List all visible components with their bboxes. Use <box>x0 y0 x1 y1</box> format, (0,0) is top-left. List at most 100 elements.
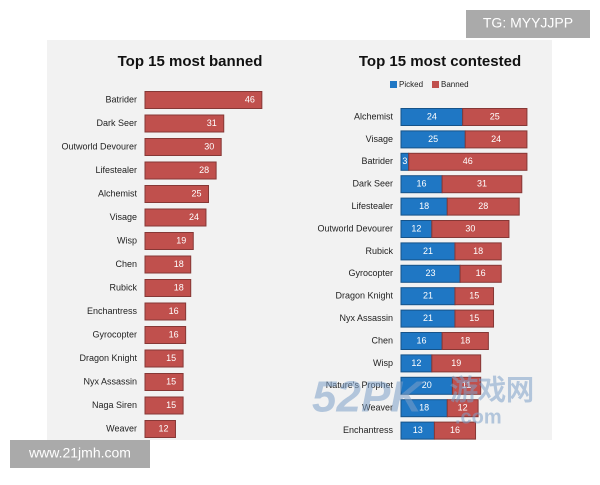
legend-swatch <box>432 81 439 88</box>
bar <box>144 208 207 227</box>
data-label: 31 <box>207 118 217 128</box>
category-label: Nyx Assassin <box>83 376 137 386</box>
data-label: 16 <box>169 329 179 339</box>
data-label: 20 <box>422 380 432 390</box>
category-label: Dragon Knight <box>335 291 393 301</box>
category-label: Outworld Devourer <box>61 141 137 151</box>
category-label: Alchemist <box>354 111 394 121</box>
category-label: Outworld Devourer <box>317 223 393 233</box>
bar-segment <box>408 152 528 171</box>
category-label: Wisp <box>117 235 137 245</box>
bar-segment <box>451 376 482 395</box>
data-label: 18 <box>174 259 184 269</box>
category-label: Batrider <box>105 94 137 104</box>
data-label: 18 <box>174 282 184 292</box>
bar-segment <box>454 242 502 261</box>
bar-segment <box>454 309 495 328</box>
data-label: 18 <box>460 335 470 345</box>
category-label: Lifestealer <box>351 201 393 211</box>
data-label: 24 <box>491 134 501 144</box>
data-label: 19 <box>176 235 186 245</box>
bar <box>144 420 176 438</box>
bar-segment <box>459 264 502 283</box>
category-label: Chen <box>371 335 393 345</box>
data-label: 25 <box>191 188 201 198</box>
data-label: 12 <box>411 223 421 233</box>
data-label: 30 <box>465 223 475 233</box>
data-label: 16 <box>169 306 179 316</box>
bar <box>144 279 192 297</box>
logo-watermark-cn: 游戏网 <box>450 374 534 405</box>
category-label: Dark Seer <box>96 118 137 128</box>
bar <box>144 114 225 133</box>
data-label: 15 <box>469 291 479 301</box>
category-label: Dragon Knight <box>79 353 137 363</box>
bar-segment <box>446 399 479 418</box>
data-label: 18 <box>473 246 483 256</box>
data-label: 21 <box>423 246 433 256</box>
data-label: 31 <box>477 179 487 189</box>
data-label: 19 <box>451 358 461 368</box>
bar-segment <box>441 332 489 350</box>
category-label: Nyx Assassin <box>339 313 393 323</box>
category-label: Visage <box>366 134 393 144</box>
category-label: Enchantress <box>87 306 138 316</box>
watermark-box <box>466 10 590 38</box>
category-label: Weaver <box>362 403 393 413</box>
data-label: 3 <box>402 156 407 166</box>
bar-segment <box>464 130 528 149</box>
category-label: Visage <box>110 212 137 222</box>
data-label: 11 <box>462 380 471 390</box>
data-label: 13 <box>413 425 423 435</box>
bar-segment <box>462 108 528 126</box>
category-label: Naga Siren <box>92 400 137 410</box>
image-background <box>47 40 552 440</box>
data-label: 24 <box>189 212 199 222</box>
bar <box>144 302 187 321</box>
bar-segment <box>441 175 523 194</box>
data-label: 16 <box>417 335 427 345</box>
bar <box>144 373 184 391</box>
data-label: 28 <box>478 201 488 211</box>
watermark: www.21jmh.com <box>28 445 131 461</box>
logo-watermark: 52PK <box>312 373 425 422</box>
bar-segment <box>431 354 482 373</box>
bar <box>144 161 217 180</box>
category-label: Wisp <box>373 358 393 368</box>
data-label: 28 <box>199 165 209 175</box>
category-label: Weaver <box>106 423 137 433</box>
bar-segment <box>446 197 520 216</box>
category-label: Batrider <box>361 156 393 166</box>
data-label: 30 <box>204 141 214 151</box>
bar <box>144 255 192 274</box>
data-label: 46 <box>245 94 255 104</box>
category-label: Dark Seer <box>352 179 393 189</box>
data-label: 16 <box>450 425 460 435</box>
category-label: Rubick <box>109 282 137 292</box>
data-label: 46 <box>463 156 473 166</box>
category-label: Nature's Prophet <box>326 380 394 390</box>
watermark: TG: MYYJJPP <box>483 15 573 31</box>
bar-segment <box>431 220 510 238</box>
bar <box>144 185 209 203</box>
chart-title: Top 15 most contested <box>359 53 521 70</box>
data-label: 18 <box>419 403 429 413</box>
category-label: Gyrocopter <box>92 329 137 339</box>
bar-segment <box>433 421 477 440</box>
category-label: Chen <box>115 259 137 269</box>
data-label: 21 <box>423 291 433 301</box>
legend-swatch <box>390 81 397 88</box>
bar <box>144 349 184 368</box>
data-label: 15 <box>469 313 479 323</box>
watermark-box <box>10 440 150 468</box>
data-label: 12 <box>411 358 421 368</box>
bar <box>144 396 184 415</box>
data-label: 23 <box>426 268 436 278</box>
category-label: Alchemist <box>98 188 138 198</box>
bar <box>144 138 222 156</box>
charts: Top 15 most banned Batrider 46 Dark Seer 31 O… <box>61 53 528 440</box>
category-label: Enchantress <box>343 425 394 435</box>
legend-label: Banned <box>441 80 469 89</box>
data-label: 16 <box>476 268 486 278</box>
